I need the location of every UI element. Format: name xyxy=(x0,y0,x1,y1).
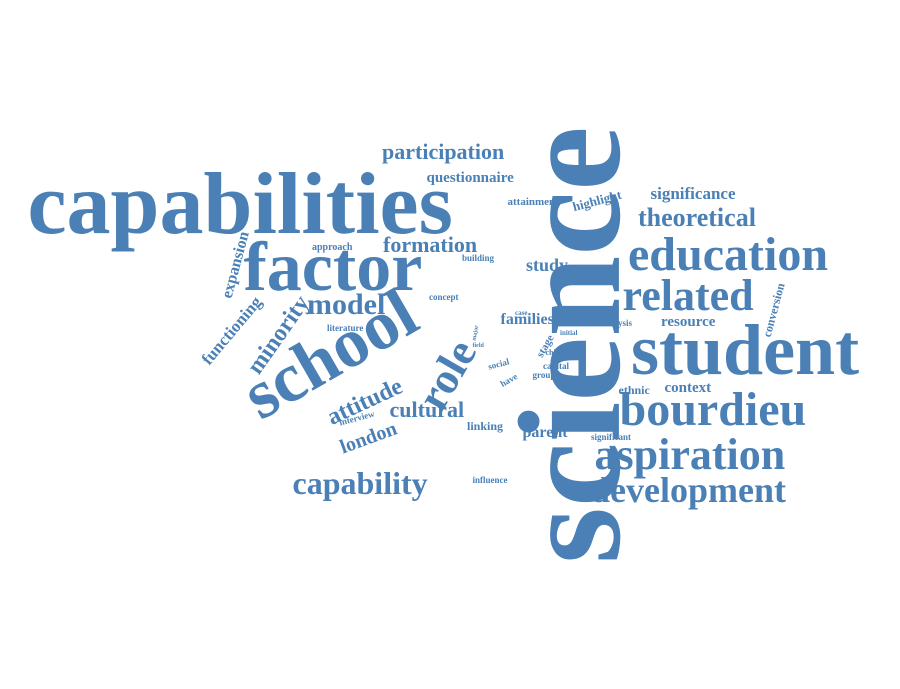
word-linking: linking xyxy=(467,419,504,433)
word-study: study xyxy=(526,255,569,275)
word-group: group xyxy=(532,369,556,380)
word-resource: resource xyxy=(661,313,716,330)
word-education: education xyxy=(628,228,829,281)
word-building: building xyxy=(462,252,495,263)
word-student: student xyxy=(631,310,860,390)
word-formation: formation xyxy=(383,232,478,257)
word-major: major xyxy=(471,324,481,342)
word-families: families xyxy=(500,311,554,328)
word-attainment: attainment xyxy=(507,195,559,208)
word-parent: parent xyxy=(522,424,568,441)
word-development: development xyxy=(590,470,786,510)
word-factor: factor xyxy=(243,229,423,306)
word-influence: influence xyxy=(472,474,508,485)
word-significance: significance xyxy=(650,183,736,203)
word-cultural: cultural xyxy=(389,397,465,422)
word-field: field xyxy=(472,343,484,349)
word-literature: literature xyxy=(327,322,364,333)
word-approach: approach xyxy=(312,242,353,253)
word-model: model xyxy=(307,288,386,321)
word-bourdieu: bourdieu xyxy=(619,383,807,436)
word-theoretical: theoretical xyxy=(638,203,756,232)
word-initial: initial xyxy=(560,328,578,337)
word-concept: concept xyxy=(429,291,459,302)
word-case: case xyxy=(515,308,528,317)
word-questionnaire: questionnaire xyxy=(426,169,514,186)
word-participation: participation xyxy=(382,139,505,164)
word-capabilities: capabilities xyxy=(27,156,453,253)
word-capital: capital xyxy=(543,360,569,371)
word-context: context xyxy=(664,379,712,396)
word-analysis: analysis xyxy=(601,317,633,328)
word-ethnic: ethnic xyxy=(618,383,650,397)
word-aspiration: aspiration xyxy=(594,430,786,479)
word-capability: capability xyxy=(292,465,428,501)
word-child: child xyxy=(545,348,563,357)
word-related: related xyxy=(622,271,754,320)
word-significant: significant xyxy=(591,431,632,442)
